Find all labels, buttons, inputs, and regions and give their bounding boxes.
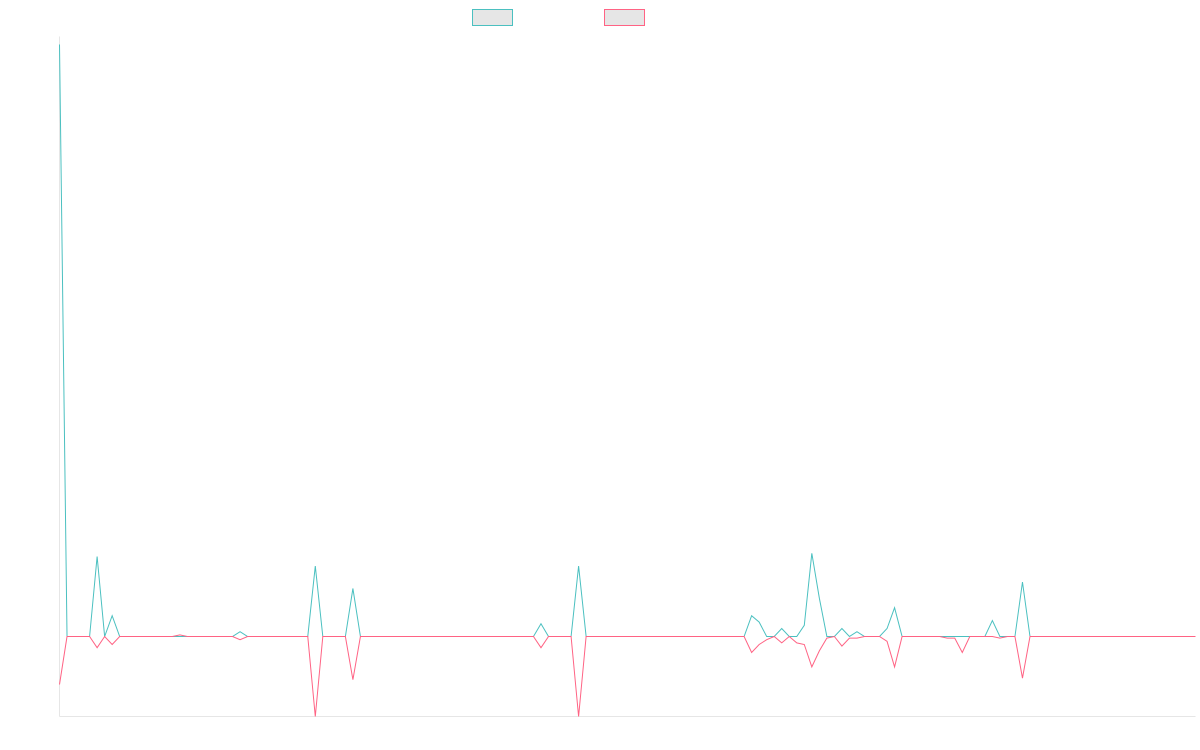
- axes: [59, 36, 1196, 717]
- legend-swatch-series-1[interactable]: [472, 9, 513, 26]
- legend-swatch-series-2[interactable]: [604, 9, 645, 26]
- series-2-line: [59, 634, 1196, 717]
- plot-area: [59, 44, 1196, 717]
- legend: [472, 9, 645, 26]
- series-1-line: [59, 44, 1196, 638]
